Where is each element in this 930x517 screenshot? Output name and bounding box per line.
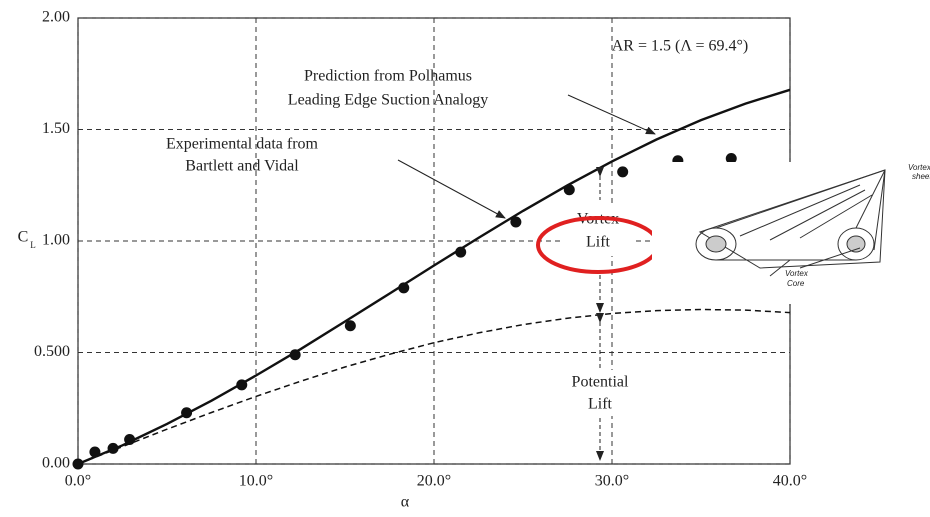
data-point	[107, 442, 119, 454]
inset-drawing	[695, 169, 886, 277]
annotation: AR = 1.5 (Λ = 69.4°)	[612, 38, 749, 55]
solid-line	[77, 88, 791, 466]
x-tick-label: 40.0°	[773, 473, 807, 490]
arrow	[397, 159, 506, 219]
inset-label: Core	[787, 279, 805, 288]
data-point	[563, 184, 575, 196]
y-tick-label: 0.500	[34, 343, 70, 360]
data-point	[89, 446, 101, 458]
dashed-line	[77, 308, 791, 465]
data-point	[617, 166, 629, 178]
annotation: Lift	[586, 234, 611, 251]
data-point	[510, 216, 522, 228]
annotation: Bartlett and Vidal	[185, 158, 299, 175]
data-point	[398, 282, 410, 294]
y-tick-label: 1.00	[42, 232, 70, 249]
y-axis-label-sub: L	[30, 240, 36, 250]
annotation: Potential	[572, 374, 629, 391]
y-tick-label: 1.50	[42, 120, 70, 137]
inset-sketch: Vortex sheet Vortex Core	[652, 162, 930, 304]
annotation: Lift	[588, 396, 613, 413]
y-tick-label: 0.00	[42, 455, 70, 472]
data-point	[236, 379, 248, 391]
x-tick-label: 10.0°	[239, 473, 273, 490]
label-bg	[560, 204, 636, 256]
data-point	[181, 407, 193, 419]
annotations: C L α AR = 1.5 (Λ = 69.4°) Prediction fr…	[18, 38, 749, 511]
data-point	[344, 320, 356, 332]
data-point	[124, 433, 136, 445]
annotation: Experimental data from	[166, 136, 318, 153]
y-tick-label: 2.00	[42, 9, 70, 26]
inset-label: sheet	[912, 172, 930, 181]
annotation: Leading Edge Suction Analogy	[288, 92, 488, 109]
annotation: Prediction from Polhamus	[304, 68, 472, 85]
label-bg	[560, 370, 640, 416]
data-point	[289, 349, 301, 361]
data-point	[455, 246, 467, 258]
data-point	[72, 458, 84, 470]
plot-area: 0.00 0.500 1.00 1.50 2.00 0.0° 10.0° 20.0° 30.0°…	[34, 9, 807, 490]
y-axis-label: C	[18, 229, 29, 246]
data-point	[725, 152, 737, 164]
x-tick-label: 0.0°	[65, 473, 91, 490]
arrow	[567, 94, 656, 135]
x-tick-label: 20.0°	[417, 473, 451, 490]
x-axis-label: α	[401, 494, 410, 511]
inset-label: Vortex	[785, 269, 809, 278]
x-tick-label: 30.0°	[595, 473, 629, 490]
inset-label: Vortex	[908, 163, 930, 172]
